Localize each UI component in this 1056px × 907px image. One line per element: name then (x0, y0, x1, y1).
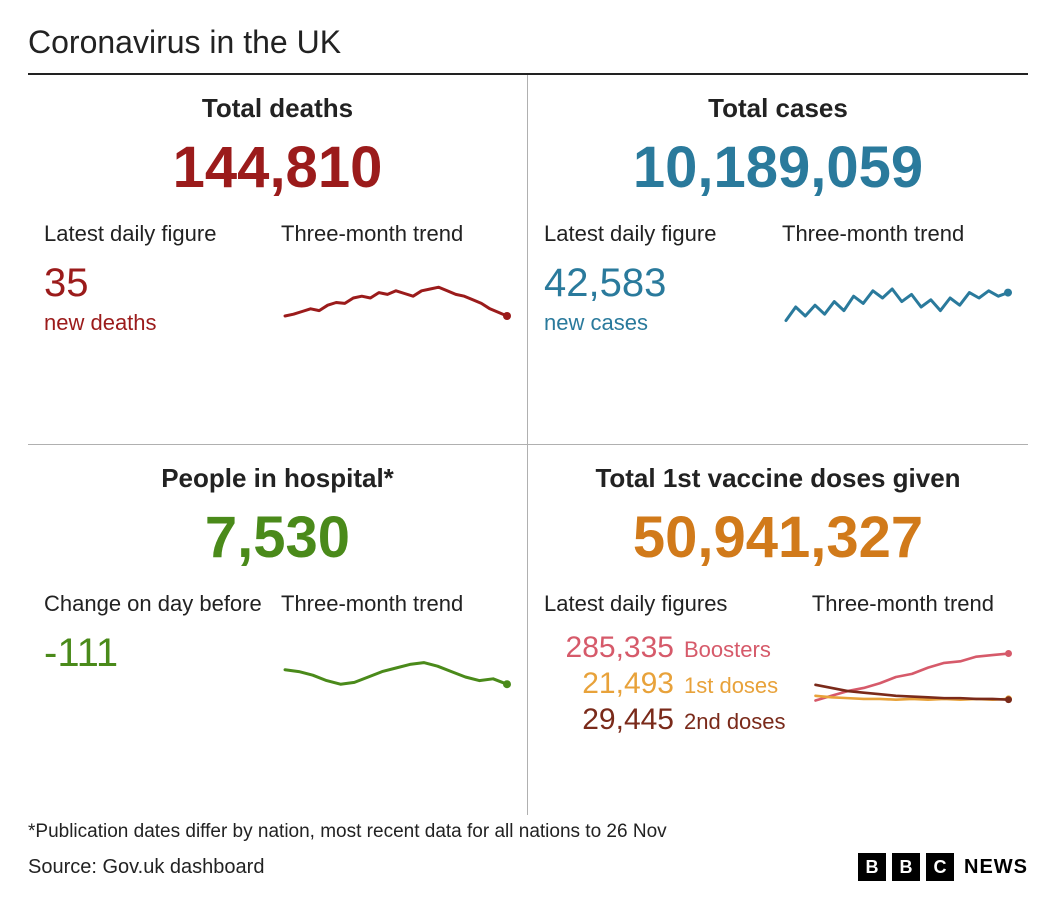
vaccine-row: 285,335 Boosters (544, 631, 800, 665)
panel-hospital-sub-label: Change on day before (44, 591, 269, 617)
panel-cases-title: Total cases (544, 93, 1012, 124)
panel-deaths-big-number: 144,810 (44, 134, 511, 201)
panel-hospital-big-number: 7,530 (44, 504, 511, 571)
vaccine-rows: 285,335 Boosters 21,493 1st doses 29,445 2nd … (544, 631, 800, 737)
panel-cases-big-number: 10,189,059 (544, 134, 1012, 201)
panel-vaccines-title: Total 1st vaccine doses given (544, 463, 1012, 494)
bbc-logo-c: C (926, 853, 954, 881)
panel-hospital: People in hospital* 7,530 Change on day … (28, 445, 528, 815)
bbc-logo-news: NEWS (964, 856, 1028, 879)
panel-deaths-trend-label: Three-month trend (281, 221, 511, 247)
sparkline-cases (782, 267, 1012, 347)
sparkline-deaths (281, 267, 511, 347)
panel-deaths-sub-caption: new deaths (44, 310, 269, 336)
sparkline-hospital (281, 637, 511, 717)
panel-hospital-sub-number: -111 (44, 631, 269, 676)
panel-cases-trend-label: Three-month trend (782, 221, 1012, 247)
panel-hospital-title: People in hospital* (44, 463, 511, 494)
panel-vaccines: Total 1st vaccine doses given 50,941,327… (528, 445, 1028, 815)
vaccine-row-number: 29,445 (544, 703, 674, 737)
vaccine-row: 29,445 2nd doses (544, 703, 800, 737)
panel-deaths-title: Total deaths (44, 93, 511, 124)
page-title: Coronavirus in the UK (28, 24, 1028, 75)
panel-cases-sub-number: 42,583 (544, 261, 770, 306)
panel-cases-sub-caption: new cases (544, 310, 770, 336)
panel-deaths: Total deaths 144,810 Latest daily figure… (28, 75, 528, 445)
vaccine-row-label: 2nd doses (684, 709, 786, 735)
footnote: *Publication dates differ by nation, mos… (28, 821, 1028, 843)
sparkline-vaccines (812, 637, 1012, 717)
bbc-logo-b2: B (892, 853, 920, 881)
panel-vaccines-big-number: 50,941,327 (544, 504, 1012, 571)
panel-cases: Total cases 10,189,059 Latest daily figu… (528, 75, 1028, 445)
vaccine-row-number: 285,335 (544, 631, 674, 665)
bbc-logo-b1: B (858, 853, 886, 881)
panel-deaths-sub-label: Latest daily figure (44, 221, 269, 247)
panel-deaths-sub-number: 35 (44, 261, 269, 306)
source-text: Source: Gov.uk dashboard (28, 856, 264, 879)
panel-vaccines-sub-label: Latest daily figures (544, 591, 800, 617)
vaccine-row-label: 1st doses (684, 673, 778, 699)
vaccine-row-number: 21,493 (544, 667, 674, 701)
stats-grid: Total deaths 144,810 Latest daily figure… (28, 75, 1028, 815)
vaccine-row-label: Boosters (684, 637, 771, 663)
panel-vaccines-trend-label: Three-month trend (812, 591, 1012, 617)
vaccine-row: 21,493 1st doses (544, 667, 800, 701)
panel-hospital-trend-label: Three-month trend (281, 591, 511, 617)
panel-cases-sub-label: Latest daily figure (544, 221, 770, 247)
bbc-news-logo: B B C NEWS (858, 853, 1028, 881)
